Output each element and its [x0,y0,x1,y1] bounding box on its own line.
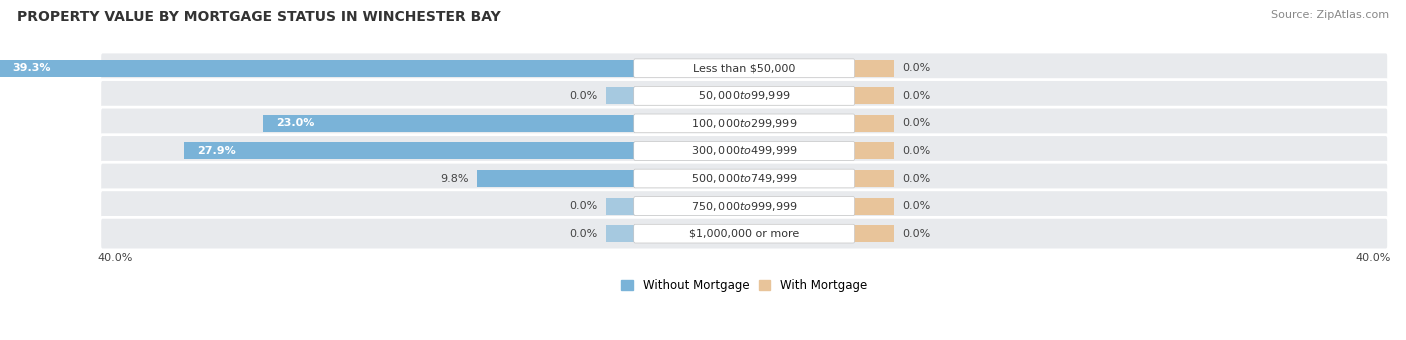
Text: 27.9%: 27.9% [197,146,236,156]
Text: 0.0%: 0.0% [901,201,931,211]
FancyBboxPatch shape [634,114,855,133]
Bar [0,60,636,77]
FancyBboxPatch shape [100,52,1389,85]
FancyBboxPatch shape [100,190,1389,222]
FancyBboxPatch shape [634,224,855,243]
Text: $300,000 to $499,999: $300,000 to $499,999 [690,144,797,157]
Bar [263,115,636,132]
FancyBboxPatch shape [634,86,855,105]
FancyBboxPatch shape [100,107,1389,140]
Bar [606,198,636,215]
Text: 0.0%: 0.0% [901,63,931,73]
Bar [853,60,894,77]
FancyBboxPatch shape [100,80,1389,112]
Text: 23.0%: 23.0% [276,118,315,129]
Text: $500,000 to $749,999: $500,000 to $749,999 [690,172,797,185]
Text: 0.0%: 0.0% [901,146,931,156]
Bar [853,225,894,242]
Text: 0.0%: 0.0% [569,228,598,239]
Text: 0.0%: 0.0% [901,118,931,129]
Text: Less than $50,000: Less than $50,000 [693,63,796,73]
Text: 40.0%: 40.0% [1355,253,1391,264]
Bar [853,198,894,215]
Text: $100,000 to $299,999: $100,000 to $299,999 [690,117,797,130]
Text: $1,000,000 or more: $1,000,000 or more [689,228,800,239]
Bar [853,170,894,187]
Text: 40.0%: 40.0% [97,253,132,264]
Text: 0.0%: 0.0% [901,173,931,184]
FancyBboxPatch shape [100,162,1389,195]
Bar [606,87,636,104]
Bar [477,170,636,187]
FancyBboxPatch shape [634,197,855,216]
Bar [606,225,636,242]
FancyBboxPatch shape [634,169,855,188]
FancyBboxPatch shape [100,217,1389,250]
FancyBboxPatch shape [634,141,855,160]
Text: 9.8%: 9.8% [440,173,468,184]
Text: 0.0%: 0.0% [901,228,931,239]
Text: $750,000 to $999,999: $750,000 to $999,999 [690,200,797,212]
Bar [853,115,894,132]
Text: 39.3%: 39.3% [13,63,51,73]
Text: 0.0%: 0.0% [569,91,598,101]
FancyBboxPatch shape [634,59,855,78]
Legend: Without Mortgage, With Mortgage: Without Mortgage, With Mortgage [621,279,868,292]
FancyBboxPatch shape [100,135,1389,167]
Text: 0.0%: 0.0% [569,201,598,211]
Bar [853,142,894,159]
Bar [184,142,636,159]
Bar [853,87,894,104]
Text: PROPERTY VALUE BY MORTGAGE STATUS IN WINCHESTER BAY: PROPERTY VALUE BY MORTGAGE STATUS IN WIN… [17,10,501,24]
Text: $50,000 to $99,999: $50,000 to $99,999 [697,89,790,102]
Text: 0.0%: 0.0% [901,91,931,101]
Text: Source: ZipAtlas.com: Source: ZipAtlas.com [1271,10,1389,20]
